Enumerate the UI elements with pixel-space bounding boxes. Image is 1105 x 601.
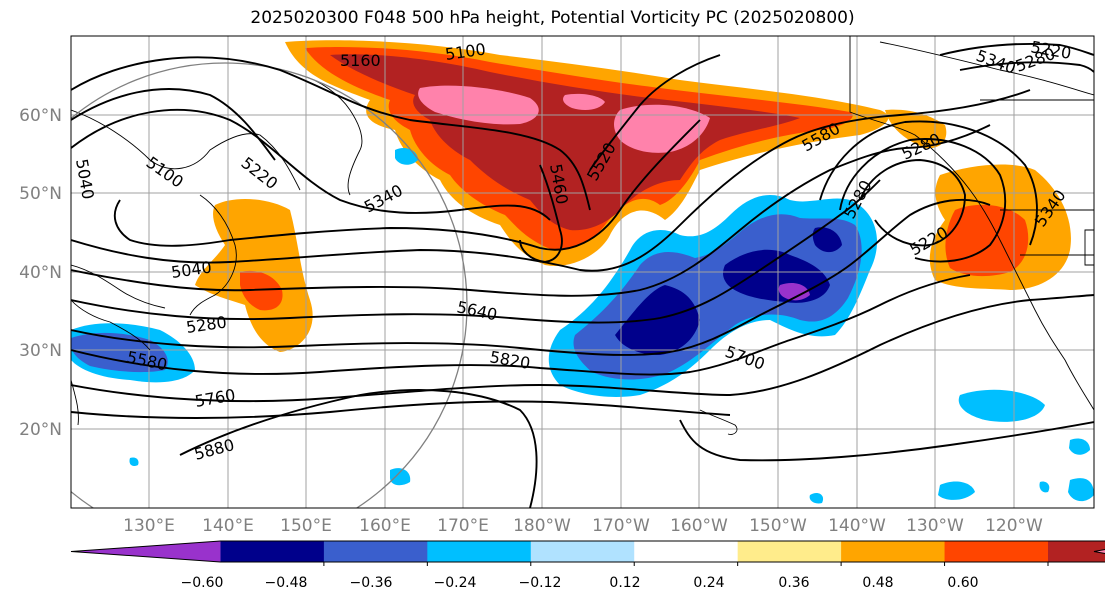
colorbar-tick-label: 0.36 — [778, 575, 809, 591]
colorbar-tick-label: −0.48 — [265, 575, 308, 591]
lon-label: 150°W — [749, 516, 807, 536]
lon-label: 140°W — [828, 516, 886, 536]
colorbar-outline — [70, 540, 1105, 563]
height-contours — [71, 42, 1094, 508]
colorbar-cell — [737, 541, 842, 562]
colorbar-extend-low — [71, 541, 221, 562]
lon-label: 140°E — [202, 516, 254, 536]
colorbar-cell — [427, 541, 532, 562]
colorbar-cell — [634, 541, 739, 562]
colorbar-cell — [944, 541, 1049, 562]
colorbar-tick-label: 0.60 — [947, 575, 978, 591]
lat-label: 60°N — [19, 106, 62, 126]
colorbar-cell — [530, 541, 635, 562]
lon-label: 160°W — [670, 516, 728, 536]
lon-label: 120°W — [985, 516, 1043, 536]
colorbar-tick-label: −0.36 — [350, 575, 393, 591]
longitude-labels: 130°E 140°E 150°E 160°E 170°E 180°W 170°… — [123, 516, 1043, 536]
lon-label: 160°E — [359, 516, 411, 536]
lon-label: 130°W — [906, 516, 964, 536]
colorbar-tick-labels: −0.60 −0.48 −0.36 −0.24 −0.12 0.12 0.24 … — [181, 575, 979, 591]
colorbar-tick-label: 0.24 — [693, 575, 724, 591]
colorbar-cell — [323, 541, 428, 562]
plot-frame — [70, 35, 1095, 509]
coastlines — [71, 36, 1094, 435]
colorbar-tick-label: −0.60 — [181, 575, 224, 591]
latitude-labels: 60°N 50°N 40°N 30°N 20°N — [19, 106, 62, 440]
colorbar-tick-label: 0.12 — [609, 575, 640, 591]
lon-label: 150°E — [280, 516, 332, 536]
lon-label: 170°W — [592, 516, 650, 536]
colorbar-cell — [841, 541, 946, 562]
contour-label: 5160 — [340, 51, 381, 70]
lon-label: 180°W — [513, 516, 571, 536]
colorbar-tick-label: 0.48 — [862, 575, 893, 591]
lat-label: 40°N — [19, 263, 62, 283]
lon-label: 130°E — [123, 516, 175, 536]
colorbar-tick-label: −0.24 — [434, 575, 477, 591]
colorbar-cell — [220, 541, 325, 562]
reference-circle — [71, 62, 468, 508]
lat-label: 30°N — [19, 341, 62, 361]
graticule — [71, 36, 1094, 508]
colorbar-tick-label: −0.12 — [519, 575, 562, 591]
colorbar: −0.60 −0.48 −0.36 −0.24 −0.12 0.12 0.24 … — [70, 540, 1105, 591]
lon-label: 170°E — [437, 516, 489, 536]
lat-label: 20°N — [19, 420, 62, 440]
colorbar-cell — [1048, 541, 1105, 562]
lat-label: 50°N — [19, 184, 62, 204]
map-title: 2025020300 F048 500 hPa height, Potentia… — [250, 8, 855, 28]
